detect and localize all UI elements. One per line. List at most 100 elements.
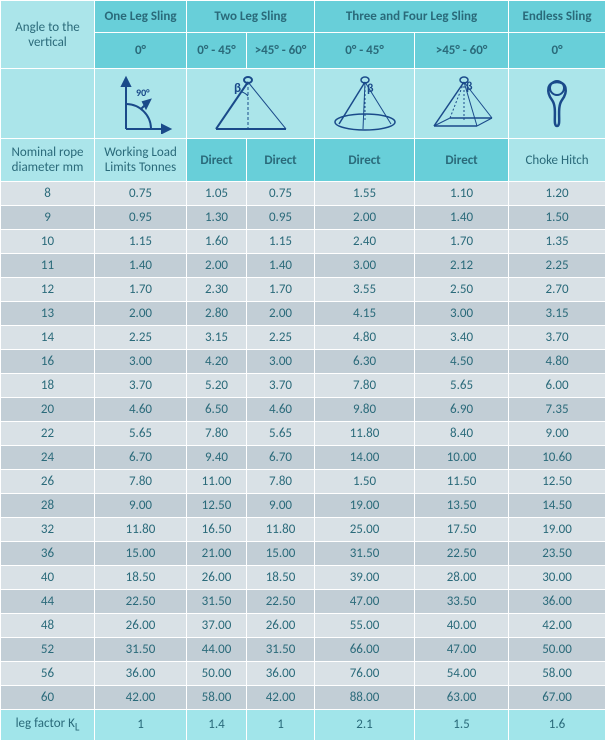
cell-value: 14.50 (509, 494, 605, 518)
cell-value: 22.50 (415, 542, 509, 566)
cell-value: 28.00 (415, 566, 509, 590)
diagram-four-leg-icon: β (415, 69, 509, 139)
cell-diameter: 40 (1, 566, 95, 590)
cell-value: 31.50 (315, 542, 415, 566)
cell-value: 2.00 (187, 254, 247, 278)
cell-value: 33.50 (415, 590, 509, 614)
cell-diameter: 32 (1, 518, 95, 542)
cell-value: 6.70 (247, 446, 315, 470)
cell-value: 9.00 (509, 422, 605, 446)
cell-value: 2.80 (187, 302, 247, 326)
table-row: 5231.5044.0031.5066.0047.0050.00 (1, 638, 605, 662)
cell-value: 1.50 (509, 206, 605, 230)
cell-value: 1.70 (415, 230, 509, 254)
cell-value: 47.00 (315, 590, 415, 614)
cell-value: 2.25 (95, 326, 187, 350)
cell-value: 22.50 (247, 590, 315, 614)
cell-diameter: 10 (1, 230, 95, 254)
cell-value: 1.40 (247, 254, 315, 278)
cell-value: 4.20 (187, 350, 247, 374)
cell-value: 2.70 (509, 278, 605, 302)
table-row: 80.751.050.751.551.101.20 (1, 182, 605, 206)
cell-value: 8.40 (415, 422, 509, 446)
footer-row: leg factor KL 1 1.4 1 2.1 1.5 1.6 (1, 710, 605, 741)
cell-value: 50.00 (187, 662, 247, 686)
cell-value: 22.50 (95, 590, 187, 614)
table-row: 204.606.504.609.806.907.35 (1, 398, 605, 422)
table-row: 3211.8016.5011.8025.0017.5019.00 (1, 518, 605, 542)
cell-value: 2.40 (315, 230, 415, 254)
cell-value: 4.80 (315, 326, 415, 350)
cell-value: 9.80 (315, 398, 415, 422)
sub-direct-2: Direct (247, 139, 315, 182)
cell-diameter: 56 (1, 662, 95, 686)
cell-value: 5.65 (247, 422, 315, 446)
diagram-endless-icon (509, 69, 605, 139)
table-row: 163.004.203.006.304.504.80 (1, 350, 605, 374)
cell-value: 63.00 (415, 686, 509, 710)
ang-two-b: >45° - 60° (247, 33, 315, 69)
table-row: 4422.5031.5022.5047.0033.5036.00 (1, 590, 605, 614)
table-row: 3615.0021.0015.0031.5022.5023.50 (1, 542, 605, 566)
cell-value: 3.00 (415, 302, 509, 326)
cell-value: 6.00 (509, 374, 605, 398)
subheader-row: Nominal rope diameter mm Working Load Li… (1, 139, 605, 182)
cell-value: 50.00 (509, 638, 605, 662)
cell-value: 13.50 (415, 494, 509, 518)
ang-three-b: >45° - 60° (415, 33, 509, 69)
table-row: 4018.5026.0018.5039.0028.0030.00 (1, 566, 605, 590)
angle-label: Angle to the vertical (1, 1, 95, 69)
diagram-two-leg-icon: β (187, 69, 315, 139)
cell-value: 1.05 (187, 182, 247, 206)
cell-value: 12.50 (187, 494, 247, 518)
cell-value: 1.30 (187, 206, 247, 230)
cell-diameter: 13 (1, 302, 95, 326)
footer-label: leg factor KL (1, 710, 95, 741)
footer-v4: 1.5 (415, 710, 509, 741)
cell-value: 17.50 (415, 518, 509, 542)
cell-value: 5.65 (415, 374, 509, 398)
ang-two-a: 0° - 45° (187, 33, 247, 69)
cell-value: 7.80 (247, 470, 315, 494)
sub-direct-3: Direct (315, 139, 415, 182)
cell-value: 47.00 (415, 638, 509, 662)
cell-diameter: 36 (1, 542, 95, 566)
cell-value: 7.80 (315, 374, 415, 398)
cell-value: 1.40 (95, 254, 187, 278)
svg-text:90°: 90° (136, 86, 150, 99)
cell-value: 18.50 (247, 566, 315, 590)
cell-value: 58.00 (187, 686, 247, 710)
cell-diameter: 22 (1, 422, 95, 446)
cell-value: 4.80 (509, 350, 605, 374)
cell-value: 40.00 (415, 614, 509, 638)
cell-value: 0.95 (247, 206, 315, 230)
cell-value: 3.00 (95, 350, 187, 374)
cell-value: 67.00 (509, 686, 605, 710)
cell-value: 0.75 (95, 182, 187, 206)
cell-value: 2.00 (247, 302, 315, 326)
cell-value: 1.55 (315, 182, 415, 206)
cell-value: 11.80 (315, 422, 415, 446)
sub-direct-4: Direct (415, 139, 509, 182)
cell-value: 5.65 (95, 422, 187, 446)
cell-diameter: 9 (1, 206, 95, 230)
cell-value: 3.70 (95, 374, 187, 398)
table-row: 183.705.203.707.805.656.00 (1, 374, 605, 398)
cell-value: 26.00 (247, 614, 315, 638)
cell-value: 19.00 (509, 518, 605, 542)
cell-value: 4.15 (315, 302, 415, 326)
cell-value: 1.35 (509, 230, 605, 254)
cell-value: 7.35 (509, 398, 605, 422)
cell-value: 2.25 (247, 326, 315, 350)
cell-value: 1.10 (415, 182, 509, 206)
cell-value: 2.50 (415, 278, 509, 302)
cell-value: 42.00 (509, 614, 605, 638)
table-row: 246.709.406.7014.0010.0010.60 (1, 446, 605, 470)
cell-diameter: 16 (1, 350, 95, 374)
diagram-three-leg-icon: β (315, 69, 415, 139)
hdr-three-four-leg: Three and Four Leg Sling (315, 1, 509, 33)
hdr-endless: Endless Sling (509, 1, 605, 33)
cell-value: 1.40 (415, 206, 509, 230)
cell-value: 4.60 (95, 398, 187, 422)
cell-value: 10.00 (415, 446, 509, 470)
